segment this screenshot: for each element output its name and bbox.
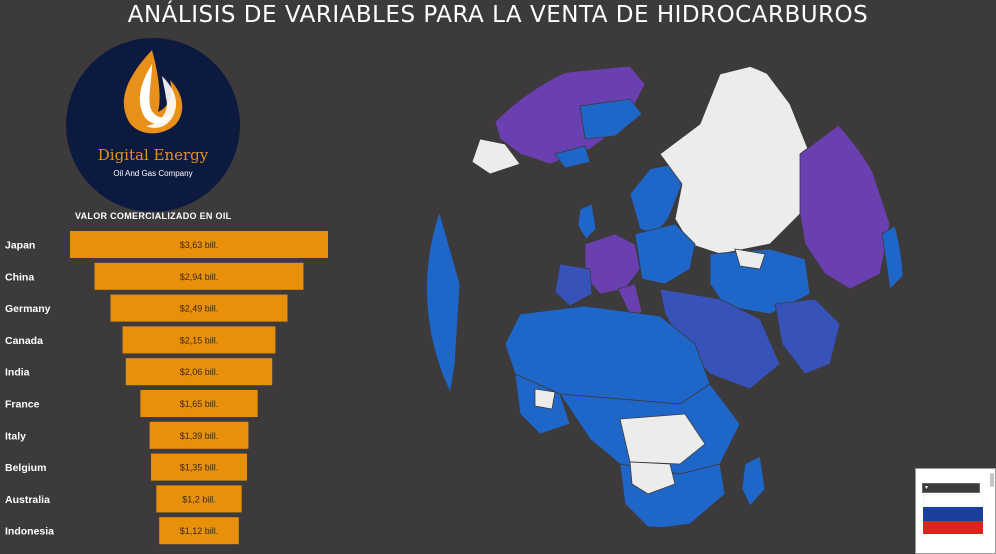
map-region-iceland[interactable] [554, 145, 591, 169]
slicer-scrollbar[interactable] [990, 473, 994, 487]
map-region-south-asia[interactable] [774, 298, 841, 375]
map-region-italy[interactable] [617, 283, 643, 320]
map-region-scandinavia[interactable] [629, 163, 683, 235]
funnel-bar[interactable] [149, 421, 249, 449]
data-label: $1,65 bill. [180, 399, 219, 409]
funnel-bar[interactable] [140, 390, 258, 417]
map-region-sahel-gap[interactable] [534, 388, 556, 410]
slicer-dropdown[interactable]: ▾ [922, 483, 980, 493]
data-label: $1,2 bill. [182, 494, 216, 504]
chevron-down-icon[interactable]: ▾ [925, 484, 929, 491]
logo-name: Digital Energy [97, 146, 209, 164]
map-region-russia[interactable] [659, 63, 811, 255]
flag-stripe-red [923, 521, 983, 534]
map-region-arctic-islands[interactable] [579, 98, 643, 140]
data-label: $1,12 bill. [180, 526, 219, 536]
funnel-bar[interactable] [159, 517, 239, 545]
world-map[interactable] [420, 44, 910, 534]
funnel-chart: Japan $3,63 bill. China $2,94 bill. Germany $… [5, 231, 328, 545]
map-region-middle-east[interactable] [659, 288, 781, 390]
funnel-bar[interactable] [151, 453, 247, 481]
map-region-caspian[interactable] [734, 248, 766, 270]
category-label: Italy [5, 430, 26, 442]
company-logo: Digital Energy Oil And Gas Company [66, 38, 240, 212]
data-label: $1,39 bill. [180, 431, 219, 441]
map-region-iberia[interactable] [554, 263, 593, 307]
data-label: $2,94 bill. [180, 272, 219, 282]
map-region-namibia[interactable] [629, 461, 676, 495]
category-label: China [5, 271, 34, 283]
flame-icon [123, 50, 183, 134]
category-label: Indonesia [5, 526, 54, 538]
funnel-bar[interactable] [70, 231, 328, 258]
flag-stripe-white [923, 494, 983, 508]
data-label: $1,35 bill. [180, 463, 219, 473]
category-label: India [5, 367, 30, 379]
map-region-canada-east[interactable] [471, 138, 521, 175]
map-region-central-europe[interactable] [634, 223, 696, 285]
map-region-japan[interactable] [881, 223, 905, 290]
data-label: $2,49 bill. [180, 304, 219, 314]
category-label: Belgium [5, 462, 46, 474]
category-label: Japan [5, 240, 35, 252]
funnel-bar[interactable] [122, 326, 276, 354]
page-title: ANÁLISIS DE VARIABLES PARA LA VENTA DE H… [127, 2, 869, 28]
logo-subtitle: Oil And Gas Company [113, 169, 193, 178]
chart-title: VALOR COMERCIALIZADO EN OIL [75, 211, 232, 221]
category-label: Germany [5, 303, 51, 315]
map-region-americas-edge[interactable] [420, 203, 461, 445]
map-region-congo[interactable] [619, 413, 706, 465]
map-region-uk[interactable] [577, 203, 597, 240]
russia-flag-icon[interactable] [923, 494, 983, 534]
flag-stripe-blue [923, 507, 983, 521]
funnel-bar[interactable] [125, 358, 273, 386]
category-label: France [5, 399, 40, 411]
data-label: $3,63 bill. [180, 240, 219, 250]
data-label: $2,15 bill. [180, 335, 219, 345]
map-region-east-asia[interactable] [799, 123, 891, 290]
funnel-bar[interactable] [156, 485, 242, 513]
funnel-bar[interactable] [94, 262, 304, 290]
category-label: Canada [5, 335, 43, 347]
map-region-madagascar[interactable] [741, 455, 766, 507]
data-label: $2,06 bill. [180, 367, 219, 377]
funnel-bar[interactable] [110, 294, 288, 322]
country-slicer[interactable]: ▾ [915, 468, 996, 554]
category-label: Australia [5, 494, 50, 506]
